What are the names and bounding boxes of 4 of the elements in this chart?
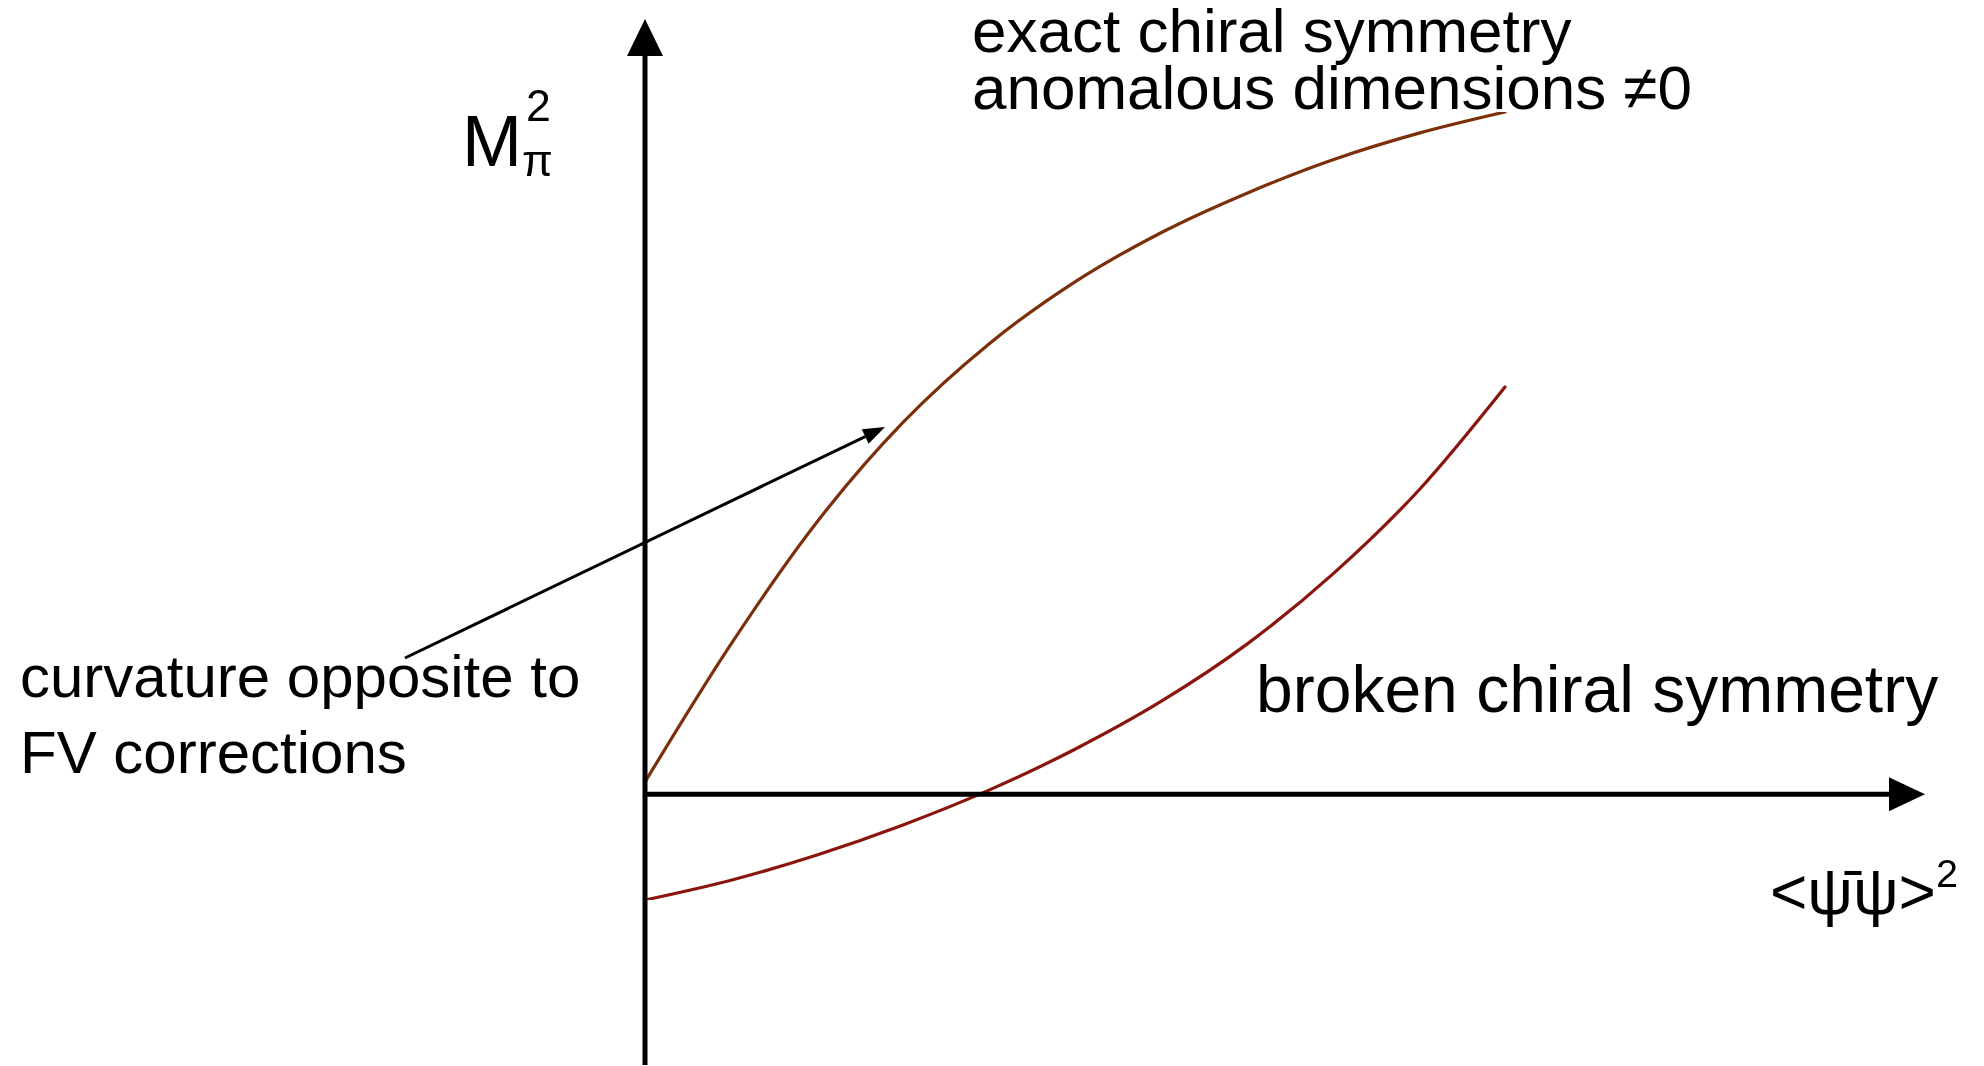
text: curvature opposite to FV corrections — [20, 643, 598, 786]
x-axis-title: <ψ̄ψ>$^{2}$ — [1769, 851, 1958, 929]
series-label: exact chiral symmetry anomalous dimensions ≠0 — [972, 0, 1692, 122]
series-label: broken chiral symmetry — [1256, 652, 1939, 726]
